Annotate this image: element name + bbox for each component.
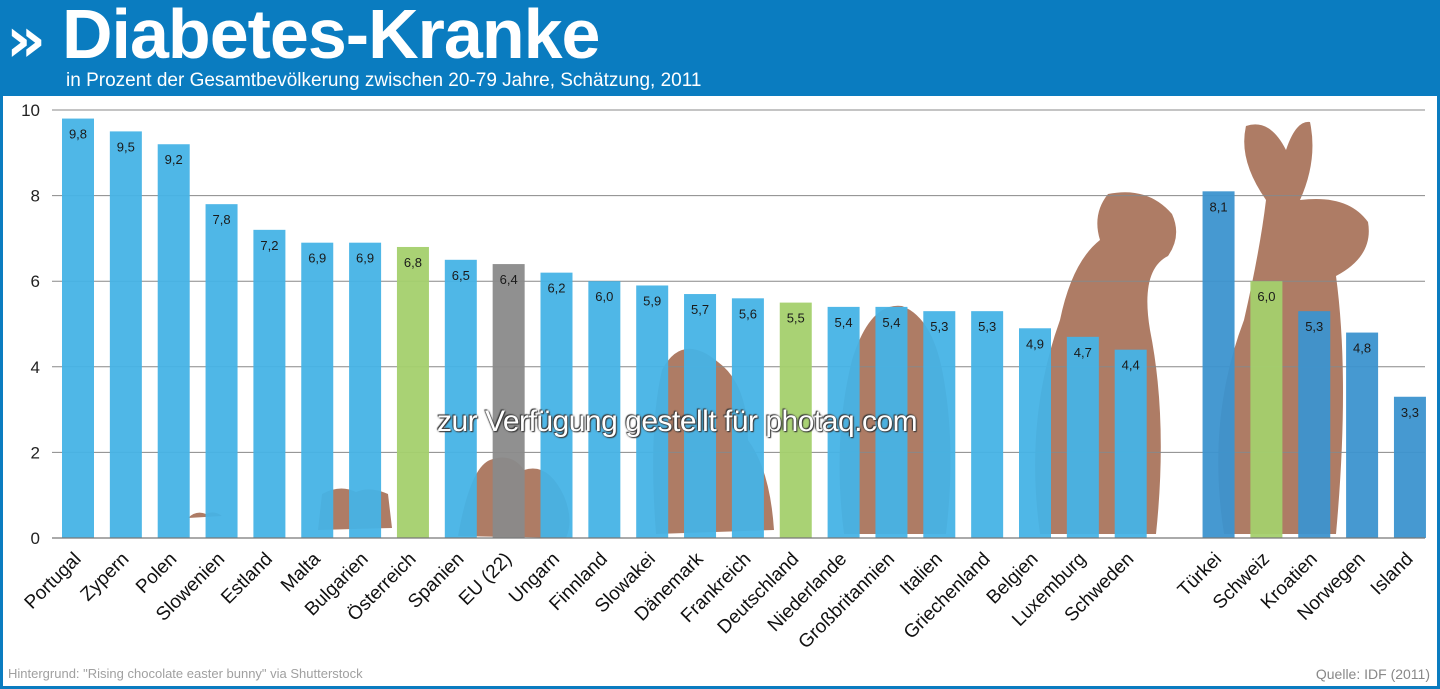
bar-value-label: 6,0 bbox=[1257, 289, 1275, 304]
bar bbox=[1066, 336, 1099, 538]
bar-value-label: 9,2 bbox=[165, 152, 183, 167]
bar-value-label: 6,8 bbox=[404, 255, 422, 270]
category-label: Portugal bbox=[21, 549, 86, 614]
chocolate-bunny-shape bbox=[1035, 192, 1177, 534]
bars-group: 9,8 9,5 9,2 7,8 7,2 6,9 6,9 6,8 6,5 6,4 6,2 6,0 5,9 5… bbox=[62, 118, 1426, 539]
bar bbox=[636, 285, 669, 538]
y-tick-label: 10 bbox=[21, 101, 40, 120]
bar-value-label: 4,8 bbox=[1353, 341, 1371, 356]
y-tick-label: 8 bbox=[31, 187, 40, 206]
bar bbox=[1346, 332, 1379, 538]
bar-value-label: 6,0 bbox=[595, 289, 613, 304]
bar bbox=[253, 229, 286, 538]
watermark-text: zur Verfügung gestellt für photaq.com bbox=[437, 405, 918, 438]
y-tick-label: 6 bbox=[31, 272, 40, 291]
bar-value-label: 5,6 bbox=[739, 306, 757, 321]
source-note: Quelle: IDF (2011) bbox=[1315, 666, 1430, 682]
bar bbox=[349, 242, 382, 538]
y-tick-label: 0 bbox=[31, 529, 40, 548]
bar-chart: 9,8 9,5 9,2 7,8 7,2 6,9 6,9 6,8 6,5 6,4 6,2 6,0 5,9 5… bbox=[21, 101, 1426, 653]
bar bbox=[396, 246, 429, 538]
bar bbox=[779, 302, 812, 538]
chart-subtitle: in Prozent der Gesamtbevölkerung zwische… bbox=[66, 70, 702, 91]
bar bbox=[157, 144, 190, 539]
bar bbox=[205, 204, 238, 538]
bar bbox=[109, 131, 142, 538]
bar-value-label: 5,9 bbox=[643, 293, 661, 308]
bar bbox=[1393, 396, 1426, 538]
bar-value-label: 9,8 bbox=[69, 127, 87, 142]
bar bbox=[444, 259, 477, 538]
bar bbox=[971, 311, 1004, 538]
header-banner: » Diabetes-Kranke in Prozent der Gesamtb… bbox=[0, 0, 1440, 96]
bar-value-label: 5,3 bbox=[1305, 319, 1323, 334]
bar bbox=[1202, 191, 1235, 538]
chevron-logo-icon: » bbox=[6, 3, 46, 76]
chart-title: Diabetes-Kranke bbox=[62, 0, 600, 73]
bar bbox=[62, 118, 94, 538]
bar-value-label: 9,5 bbox=[117, 139, 135, 154]
bar-value-label: 5,7 bbox=[691, 302, 709, 317]
bar-value-label: 5,5 bbox=[787, 311, 805, 326]
bar bbox=[1019, 328, 1051, 538]
bar bbox=[731, 298, 764, 538]
bar-value-label: 6,4 bbox=[500, 272, 518, 287]
bar-value-label: 5,4 bbox=[835, 315, 853, 330]
bar-value-label: 6,9 bbox=[356, 251, 374, 266]
category-label: EU (22) bbox=[455, 549, 516, 610]
bar bbox=[684, 294, 717, 538]
bar-value-label: 4,4 bbox=[1122, 358, 1140, 373]
bar-value-label: 7,2 bbox=[260, 238, 278, 253]
bar bbox=[1114, 349, 1147, 538]
bar-value-label: 6,9 bbox=[308, 251, 326, 266]
category-label: Zypern bbox=[77, 549, 134, 606]
bar-value-label: 5,4 bbox=[882, 315, 900, 330]
category-label: Island bbox=[1367, 549, 1418, 600]
bar bbox=[492, 264, 525, 538]
bar bbox=[827, 306, 860, 538]
bar bbox=[923, 311, 956, 538]
bar-value-label: 6,5 bbox=[452, 268, 470, 283]
bar bbox=[1250, 281, 1283, 538]
bar-value-label: 5,3 bbox=[930, 319, 948, 334]
y-tick-label: 4 bbox=[31, 358, 40, 377]
category-label: Estland bbox=[217, 549, 277, 609]
bar bbox=[540, 272, 573, 538]
bar bbox=[1298, 311, 1331, 538]
bar-value-label: 5,3 bbox=[978, 319, 996, 334]
bar-value-label: 3,3 bbox=[1401, 405, 1419, 420]
bar-value-label: 4,9 bbox=[1026, 336, 1044, 351]
bar-value-label: 7,8 bbox=[213, 212, 231, 227]
bar bbox=[301, 242, 334, 538]
bar bbox=[588, 281, 621, 538]
bar-value-label: 8,1 bbox=[1210, 199, 1228, 214]
background-credit: Hintergrund: "Rising chocolate easter bu… bbox=[8, 666, 363, 681]
bar-value-label: 6,2 bbox=[547, 281, 565, 296]
bar-value-label: 4,7 bbox=[1074, 345, 1092, 360]
bar bbox=[875, 306, 908, 538]
y-tick-label: 2 bbox=[31, 443, 40, 462]
